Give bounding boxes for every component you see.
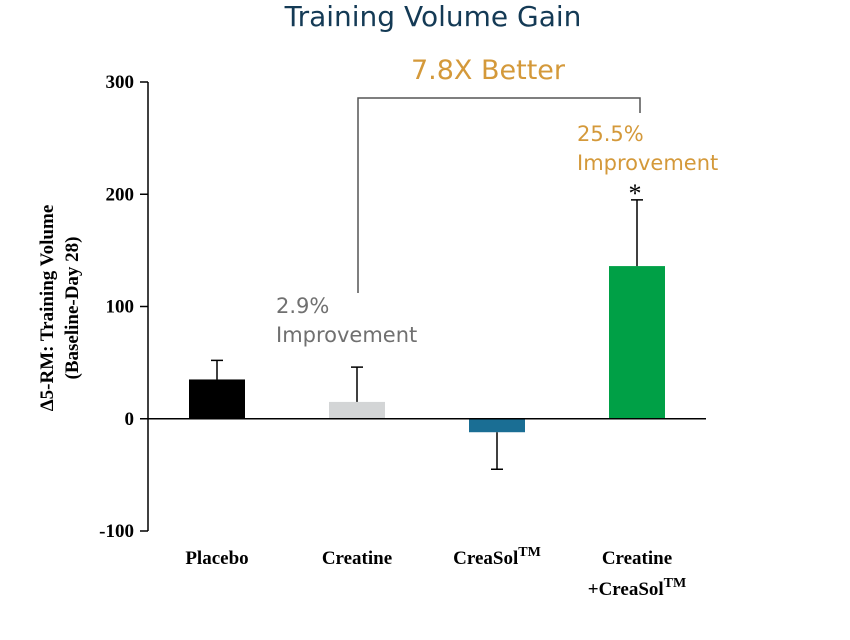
creatine-improvement-text: Improvement [276, 323, 417, 347]
combo-improvement-text: Improvement [577, 151, 718, 175]
x-category-label-line2: +CreaSolTM [588, 576, 686, 600]
x-category-label: Creatine [602, 548, 672, 569]
y-axis-label-line2: (Baseline-Day 28) [62, 236, 83, 379]
y-axis-label: Δ5-RM: Training Volume (Baseline-Day 28) [37, 205, 83, 412]
x-category-label: Placebo [185, 548, 248, 569]
significance-marker: * [629, 179, 642, 208]
x-category-label: Creatine [322, 548, 392, 569]
bar [329, 401, 385, 419]
bar [469, 418, 525, 433]
y-axis-label-line1: Δ5-RM: Training Volume [37, 205, 58, 412]
y-tick-label: 100 [106, 297, 135, 318]
creatine-improvement-pct: 2.9% [276, 294, 329, 318]
bar [609, 266, 665, 419]
y-tick-label: 0 [125, 409, 135, 430]
comparison-label: 7.8X Better [411, 55, 566, 86]
chart-title: Training Volume Gain [284, 0, 582, 33]
bar [189, 379, 245, 419]
combo-improvement-pct: 25.5% [577, 122, 644, 146]
y-tick-label: -100 [99, 521, 134, 542]
x-category-label: CreaSolTM [453, 545, 541, 569]
y-tick-label: 200 [106, 184, 135, 205]
y-tick-label: 300 [106, 72, 135, 93]
comparison-bracket [357, 97, 641, 293]
